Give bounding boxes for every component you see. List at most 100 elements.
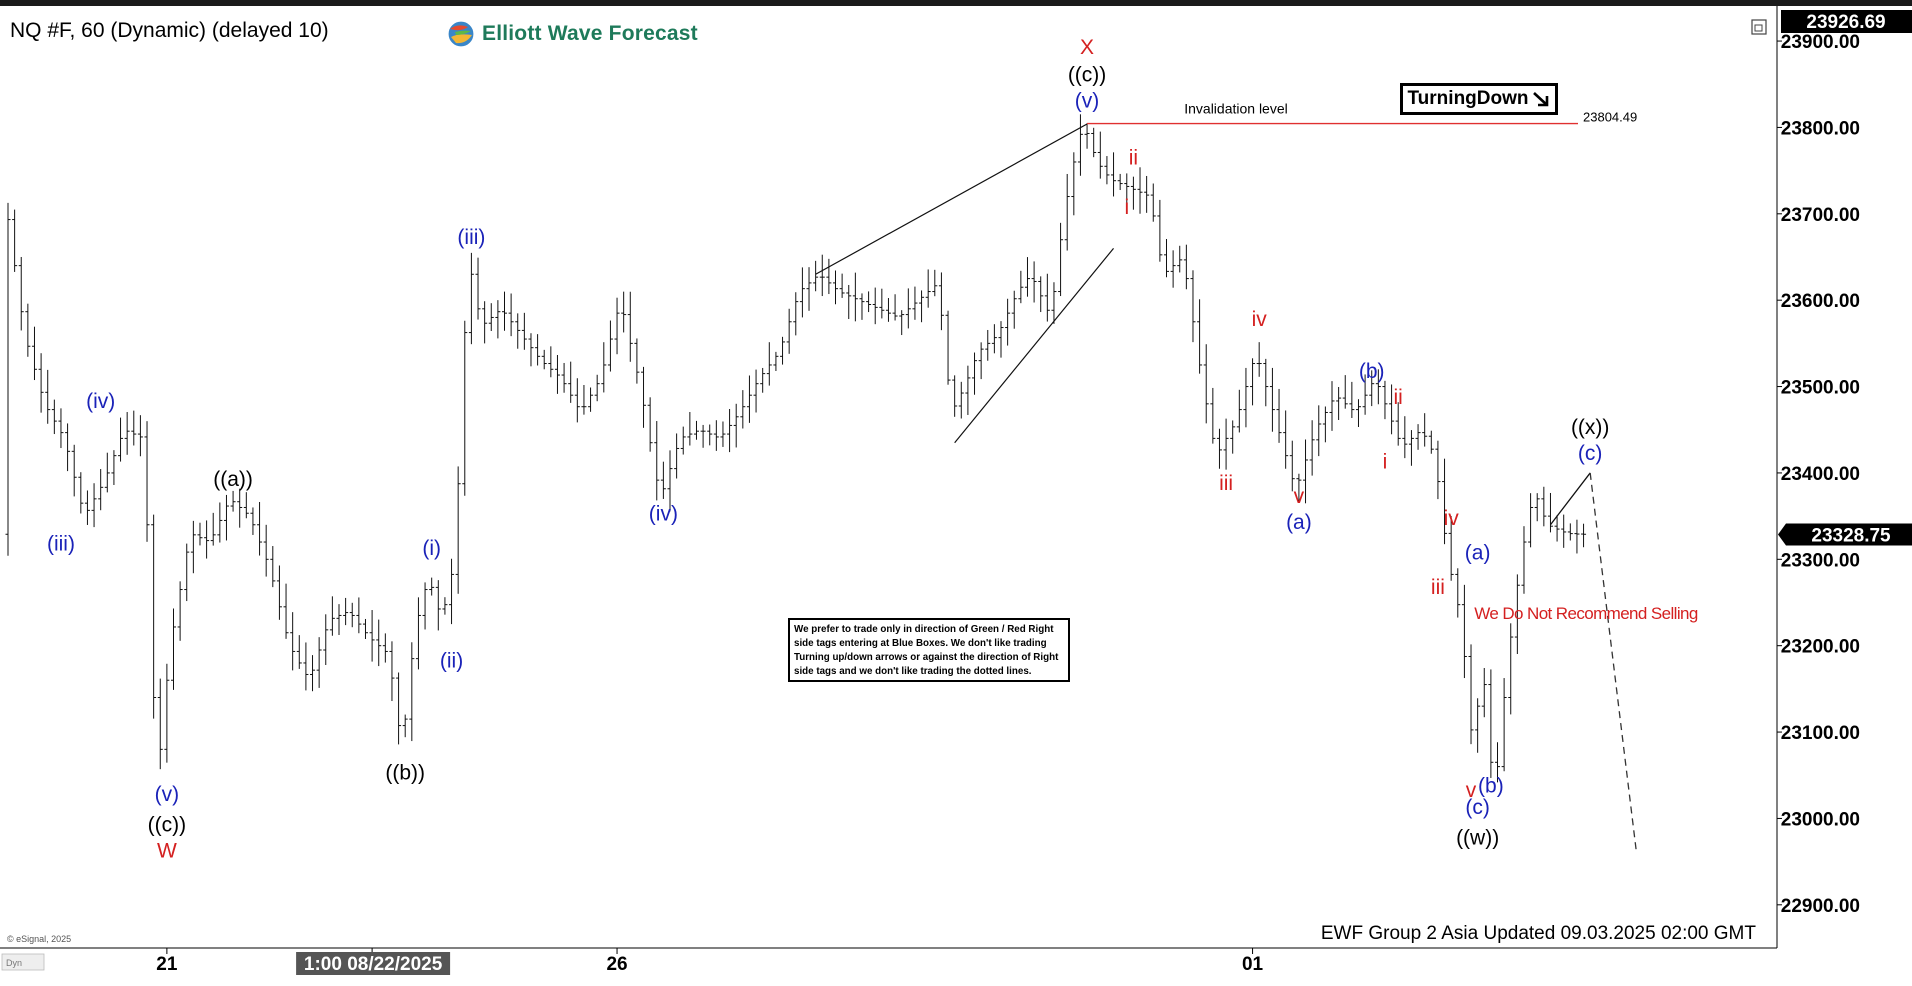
price-bar — [1521, 526, 1527, 594]
price-bar — [1534, 493, 1540, 522]
price-bar — [727, 408, 733, 453]
price-bar — [164, 663, 170, 763]
price-bar — [1117, 173, 1123, 191]
price-tick-label: 23600.00 — [1781, 291, 1860, 312]
price-bar — [71, 444, 77, 497]
price-bar — [349, 602, 355, 628]
price-bar — [1038, 276, 1044, 313]
price-bar — [1011, 290, 1017, 329]
price-bar — [978, 342, 984, 380]
price-bar — [899, 310, 905, 336]
price-bar — [660, 461, 666, 499]
price-bar — [1124, 173, 1130, 208]
price-bar — [925, 269, 931, 308]
wedge-trendline — [815, 123, 1088, 275]
wave-label: (iv) — [86, 390, 115, 413]
price-bar — [98, 469, 104, 511]
price-bar — [885, 298, 891, 322]
price-tick-label: 23400.00 — [1781, 464, 1860, 485]
price-bar — [210, 512, 216, 546]
price-bar — [1203, 344, 1209, 424]
wave-label: i — [1124, 196, 1129, 219]
price-bar — [535, 334, 541, 366]
price-bar — [382, 633, 388, 663]
price-bar — [919, 290, 925, 323]
price-bar — [118, 417, 124, 462]
price-bar — [905, 288, 911, 329]
price-bar — [793, 292, 799, 336]
price-bar — [1322, 406, 1328, 443]
price-bar — [1488, 669, 1494, 778]
maximize-icon[interactable] — [1751, 19, 1767, 35]
price-bar — [422, 582, 428, 630]
price-bar — [468, 252, 474, 345]
wave-label: v — [1294, 485, 1305, 508]
price-bar — [482, 301, 488, 344]
price-bar — [1091, 127, 1097, 158]
price-bar — [647, 397, 653, 452]
price-bar — [31, 326, 37, 381]
price-bar — [1289, 440, 1295, 492]
price-bar — [521, 312, 527, 350]
price-bar — [667, 450, 673, 512]
price-bar — [746, 375, 752, 423]
price-tick-label: 23000.00 — [1781, 809, 1860, 830]
price-bar — [1461, 584, 1467, 679]
price-bar — [263, 524, 269, 577]
price-bar — [627, 291, 633, 362]
price-bar — [316, 637, 322, 688]
price-bar — [1316, 405, 1322, 457]
price-bar — [5, 202, 11, 556]
price-bar — [124, 412, 130, 455]
price-bar — [674, 433, 680, 479]
price-bar — [707, 424, 713, 446]
wave-label: (ii) — [440, 649, 463, 672]
price-bar — [687, 412, 693, 446]
price-bar — [773, 351, 779, 371]
price-bar — [217, 502, 223, 543]
price-bar — [1508, 623, 1514, 715]
price-bar — [614, 297, 620, 355]
wave-label: ((c)) — [148, 813, 186, 836]
price-bar — [402, 714, 408, 738]
price-bar — [362, 618, 368, 639]
time-tick-label: 26 — [606, 954, 627, 975]
disclaimer-text: We prefer to trade only in direction of … — [794, 624, 1059, 677]
price-bar — [1369, 370, 1375, 407]
price-bar — [323, 614, 329, 665]
price-bar — [588, 387, 594, 412]
price-bar — [766, 342, 772, 386]
price-bar — [1336, 387, 1342, 420]
price-tick-label: 22900.00 — [1781, 896, 1860, 917]
arrow-down-right-icon — [1532, 92, 1548, 107]
corner-status[interactable] — [1, 953, 45, 971]
logo-text: Elliott Wave Forecast — [482, 22, 698, 45]
price-bar — [852, 272, 858, 322]
price-bar — [952, 375, 958, 417]
price-bar — [177, 581, 183, 641]
price-bar — [780, 336, 786, 365]
wedge-trendline — [954, 247, 1115, 444]
price-bar — [1018, 270, 1024, 304]
sell-warning: We Do Not Recommend Selling — [1474, 604, 1698, 623]
price-bar — [1064, 173, 1070, 251]
price-bar — [1342, 375, 1348, 409]
price-bar — [442, 597, 448, 615]
price-bar — [680, 426, 686, 455]
price-bar — [515, 313, 521, 349]
cursor-time-tag — [296, 952, 451, 975]
price-bar — [1190, 270, 1196, 343]
price-bar — [1144, 175, 1150, 213]
wave-labels: (iv) (iii) (v) ((c)) W ((a)) ((b)) (i) (ii) (iii)… — [47, 36, 1609, 862]
price-bar — [806, 267, 812, 311]
disclaimer-box: We prefer to trade only in direction of … — [788, 618, 1070, 682]
price-bar — [190, 520, 196, 574]
price-bar — [475, 257, 481, 320]
current-price-value: 23328.75 — [1811, 525, 1891, 546]
price-bar — [58, 408, 64, 449]
high-price-tag — [1781, 10, 1912, 33]
price-bar — [389, 641, 395, 702]
price-bar — [1051, 282, 1057, 324]
